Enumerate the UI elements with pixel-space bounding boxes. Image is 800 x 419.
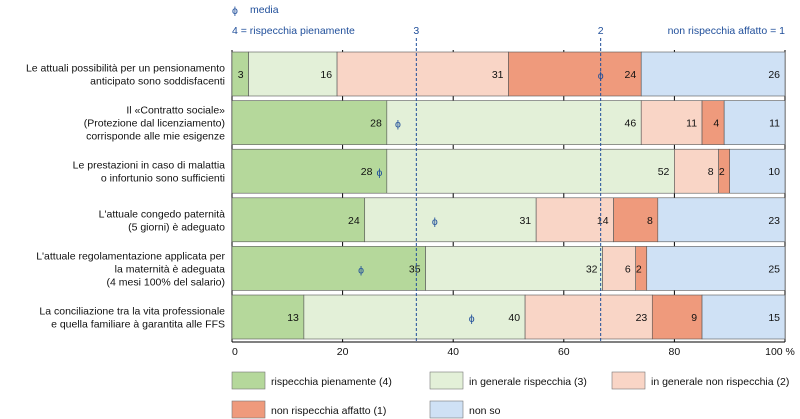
bar-segment (508, 51, 642, 97)
data-label: 31 (492, 69, 504, 81)
bar-segment (336, 51, 509, 97)
data-label: 13 (287, 312, 299, 324)
data-label: 25 (768, 263, 780, 275)
data-label: 14 (597, 215, 609, 227)
bar-segment (231, 246, 426, 291)
bar-segment (640, 100, 703, 145)
bar-segment (386, 100, 642, 145)
data-label: 28 (361, 166, 373, 178)
scale-label-left: 4 = rispecchia pienamente (232, 25, 355, 37)
bar-segment (613, 197, 659, 243)
data-label: 11 (686, 118, 697, 130)
bar-segment (602, 246, 636, 291)
legend-swatch (231, 400, 266, 419)
legend-swatch (611, 371, 646, 390)
scale-label-right: non rispecchia affatto = 1 (668, 25, 786, 37)
category-label: L'attuale regolamentazione applicata per (36, 250, 225, 262)
bar-segment (386, 148, 675, 194)
data-label: 28 (370, 118, 382, 130)
data-label: 31 (519, 215, 531, 227)
data-label: 15 (768, 312, 780, 324)
bar-segment (674, 148, 719, 194)
bar-segment (651, 294, 703, 340)
mean-marker: ϕ (377, 167, 383, 179)
legend-label: non rispecchia affatto (1) (271, 405, 386, 417)
mean-marker: ϕ (598, 70, 604, 82)
legend-swatch (231, 371, 266, 390)
data-label: 26 (768, 69, 780, 81)
data-label: 35 (409, 263, 421, 275)
scale-label-3: 3 (413, 25, 419, 37)
x-tick-label: 60 (558, 346, 570, 358)
mean-marker: ϕ (358, 264, 364, 276)
data-label: 11 (769, 118, 780, 130)
data-label: 16 (320, 69, 332, 81)
mean-marker: ϕ (395, 119, 401, 131)
category-label: L'attuale congedo paternità (99, 208, 226, 220)
mean-marker: ϕ (469, 313, 475, 325)
category-label: la maternità è adeguata (115, 263, 225, 275)
bar-segment (723, 100, 786, 145)
x-tick-label: 0 (232, 346, 238, 358)
bar-segment (729, 148, 786, 194)
bar-segment (231, 294, 305, 340)
x-tick-label: 80 (669, 346, 681, 358)
bar-segment (303, 294, 526, 340)
bar-segment (657, 197, 786, 243)
mean-legend-label: media (250, 4, 279, 16)
bar-segment (231, 100, 388, 145)
data-label: 40 (508, 312, 520, 324)
mean-legend-icon: ϕ (232, 5, 238, 17)
category-label: (5 giorni) è adeguato (128, 221, 225, 233)
x-tick-label: 20 (337, 346, 349, 358)
bar-segment (231, 148, 388, 194)
bar-segment (524, 294, 653, 340)
category-label: (Protezione dal licenziamento) (84, 118, 225, 130)
data-label: 52 (658, 166, 670, 178)
data-label: 23 (636, 312, 648, 324)
x-tick-label: 100 % (765, 346, 795, 358)
data-label: 6 (625, 263, 631, 275)
data-label: 23 (768, 215, 780, 227)
bar-segment (364, 197, 537, 243)
data-label: 46 (625, 118, 637, 130)
category-label: La conciliazione tra la vita professiona… (39, 306, 225, 318)
data-label: 3 (238, 69, 244, 81)
bar-segment (231, 197, 366, 243)
category-label: Le prestazioni in caso di malattia (73, 160, 225, 172)
category-label: e quella familiare à garantita alle FFS (51, 319, 225, 331)
data-label: 8 (647, 215, 653, 227)
x-tick-label: 40 (447, 346, 459, 358)
category-label: corrisponde alle mie esigenze (86, 131, 225, 143)
data-label: 24 (348, 215, 360, 227)
data-label: 10 (768, 166, 780, 178)
data-label: 9 (691, 312, 697, 324)
legend-label: non so (469, 405, 501, 417)
data-label: 24 (625, 69, 637, 81)
category-label: anticipato sono soddisfacenti (90, 76, 225, 88)
bar-segment (646, 246, 786, 291)
data-label: 2 (719, 166, 725, 178)
data-label: 4 (713, 118, 719, 130)
data-label: 32 (586, 263, 598, 275)
legend-swatch (429, 400, 464, 419)
bar-segment (425, 246, 603, 291)
bar-segment (701, 294, 786, 340)
mean-marker: ϕ (432, 216, 438, 228)
bar-segment (640, 51, 786, 97)
category-label: Il «Contratto sociale» (126, 105, 225, 117)
scale-label-2: 2 (598, 25, 604, 37)
category-label: (4 mesi 100% del salario) (107, 276, 225, 288)
data-label: 8 (708, 166, 714, 178)
legend-swatch (429, 371, 464, 390)
legend-label: in generale rispecchia (3) (469, 376, 587, 388)
legend-label: rispecchia pienamente (4) (271, 376, 392, 388)
legend-label: in generale non rispecchia (2) (651, 376, 789, 388)
category-label: Le attuali possibilità per un pensioname… (26, 63, 225, 75)
category-label: o infortunio sono sufficienti (101, 173, 225, 185)
data-label: 2 (636, 263, 642, 275)
